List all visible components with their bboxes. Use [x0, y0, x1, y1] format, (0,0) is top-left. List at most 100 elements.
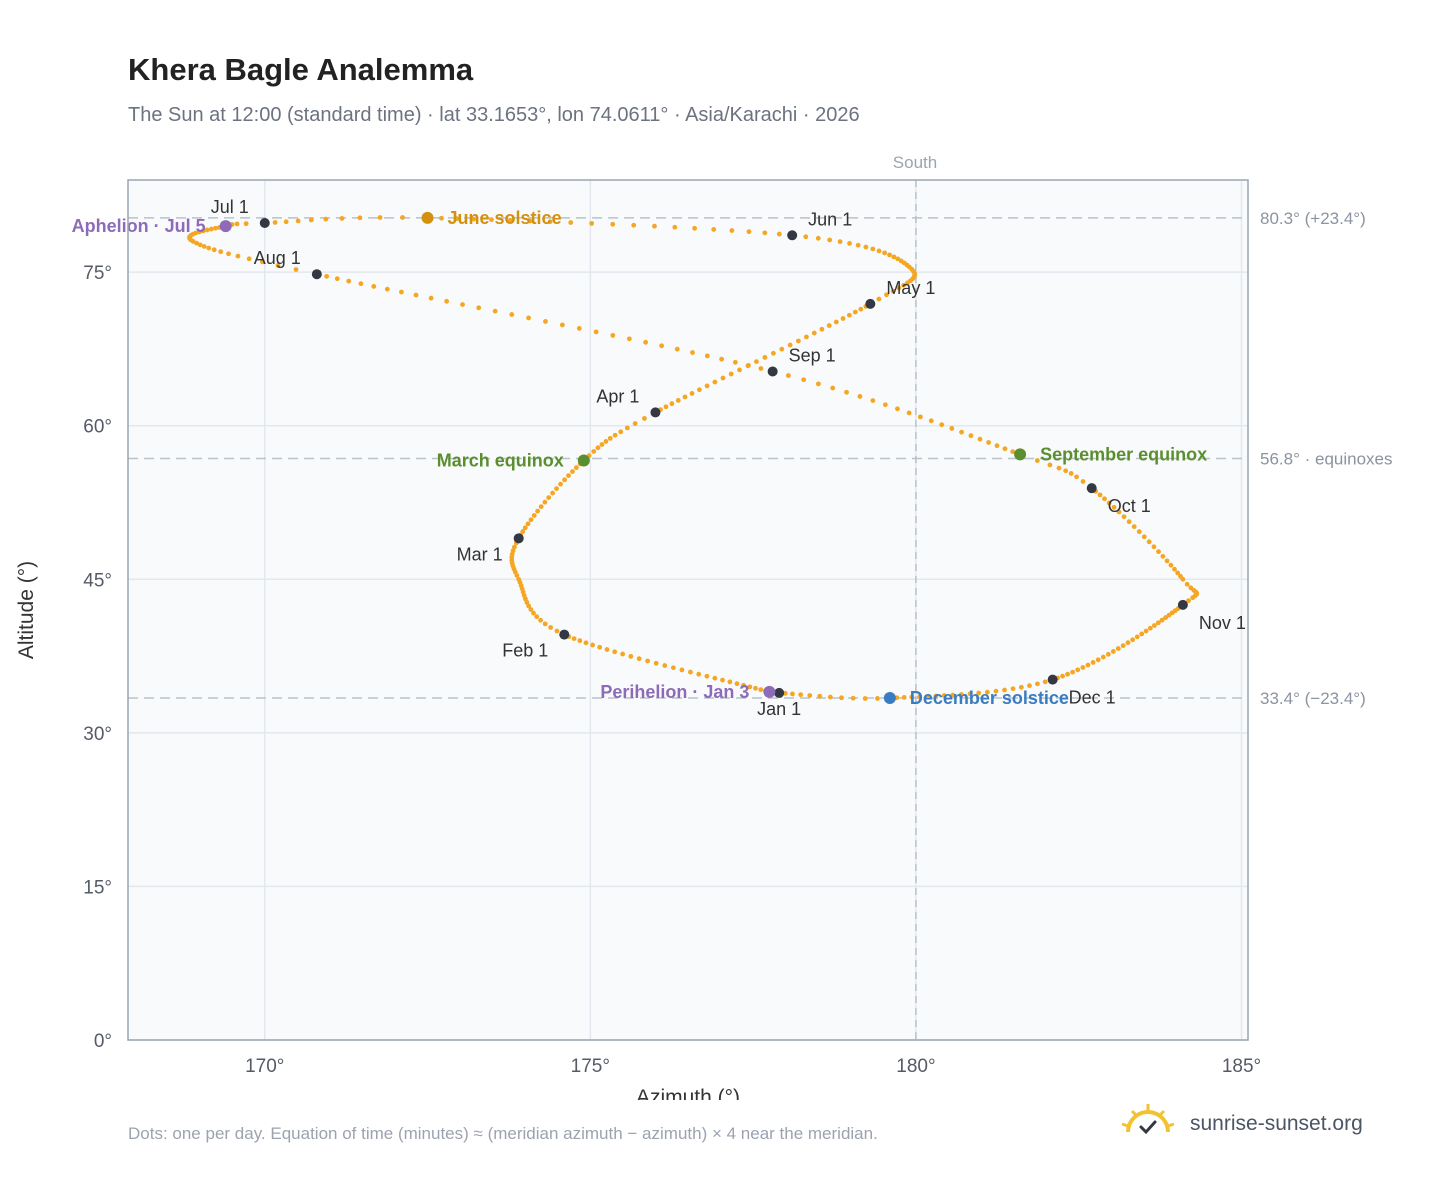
daily-dot [753, 685, 758, 691]
daily-dot [1147, 625, 1153, 631]
daily-dot [1164, 558, 1170, 564]
month-label: Nov 1 [1199, 613, 1246, 633]
daily-dot [672, 224, 678, 230]
daily-dot [882, 250, 888, 256]
daily-dot [1111, 504, 1117, 510]
daily-dot [208, 226, 214, 232]
event-marker [883, 692, 896, 705]
event-marker [421, 211, 434, 224]
daily-dot [206, 245, 212, 251]
daily-dot [689, 391, 695, 396]
daily-dot [1095, 657, 1101, 663]
daily-dot [520, 529, 526, 534]
daily-dot [194, 240, 200, 246]
daily-dot [746, 363, 751, 368]
daily-dot [636, 656, 642, 662]
month-label: Jan 1 [757, 699, 801, 719]
daily-dot [787, 342, 793, 348]
daily-dot [599, 442, 605, 447]
event-marker [219, 220, 232, 233]
daily-dot [612, 649, 618, 655]
daily-dot [384, 286, 390, 292]
daily-dot [817, 693, 823, 699]
daily-dot [610, 221, 616, 227]
daily-dot [1180, 576, 1186, 582]
daily-dot [211, 247, 217, 253]
event-marker [1014, 448, 1027, 461]
daily-dot [1105, 651, 1111, 657]
daily-dot [554, 628, 560, 634]
daily-dot [719, 356, 725, 362]
month-label: Aug 1 [254, 248, 301, 268]
daily-dot [917, 414, 923, 420]
daily-dot [1141, 534, 1147, 540]
daily-dot [1121, 514, 1127, 520]
y-tick-label: 45° [83, 570, 112, 591]
daily-dot [711, 226, 717, 232]
daily-dot [977, 436, 983, 442]
daily-dot [968, 433, 974, 439]
daily-dot [1063, 468, 1069, 474]
daily-dot [201, 244, 207, 249]
daily-dot [839, 695, 844, 701]
daily-dot [295, 218, 301, 224]
daily-dot [571, 636, 577, 641]
x-axis-label: Azimuth (°) [636, 1086, 740, 1100]
brand[interactable]: sunrise-sunset.org [1120, 1102, 1420, 1146]
daily-dot [870, 246, 876, 252]
daily-dot [850, 695, 856, 701]
daily-dot [1068, 471, 1074, 476]
event-markers: June solstice December solstice March equi… [72, 208, 1207, 708]
daily-dot [804, 334, 809, 340]
daily-dot [1115, 646, 1121, 651]
daily-dot [1186, 598, 1191, 604]
daily-dot [1027, 683, 1032, 689]
daily-dot [858, 306, 864, 312]
daily-dot [994, 443, 1000, 449]
month-label: Dec 1 [1069, 688, 1116, 708]
axis-ticks: 170° 175° 180° 185° 0° 15° 30° 45° 60° 75° [83, 263, 1261, 1077]
daily-dot [1070, 669, 1076, 675]
y-tick-label: 15° [83, 877, 112, 898]
daily-dot [670, 665, 676, 671]
daily-dot [815, 235, 821, 241]
daily-dot [727, 679, 733, 685]
daily-dot [712, 675, 718, 681]
daily-dot [1168, 562, 1174, 568]
event-label: June solstice [448, 208, 562, 228]
daily-dot [476, 305, 482, 311]
daily-dot [559, 322, 565, 328]
daily-dot [1151, 544, 1157, 550]
daily-dot [827, 694, 833, 700]
daily-dot [526, 603, 532, 609]
daily-dot [909, 694, 915, 700]
daily-dot [652, 223, 657, 229]
daily-dot [1175, 570, 1181, 576]
daily-dot [747, 684, 753, 690]
daily-dot [1120, 643, 1126, 649]
daily-dot [891, 254, 897, 260]
daily-dot [632, 421, 638, 426]
daily-dot [554, 486, 559, 491]
daily-dot [862, 696, 868, 701]
daily-dot [1163, 615, 1169, 620]
daily-dot [1125, 640, 1131, 646]
daily-dot [1047, 462, 1053, 468]
daily-dot [548, 625, 554, 630]
daily-dot [1074, 474, 1079, 480]
daily-dot [674, 346, 680, 352]
daily-dot [612, 432, 618, 438]
event-marker [763, 685, 776, 698]
daily-dot [550, 490, 555, 496]
daily-dot [547, 219, 553, 225]
month-marker [1086, 483, 1097, 494]
daily-dot [543, 319, 548, 324]
daily-dot [197, 242, 203, 248]
daily-dot [618, 429, 624, 435]
analemma-chart: 80.3° (+23.4°) 56.8° · equinoxes 33.4° (−2… [15, 153, 1393, 1100]
brand-name: sunrise-sunset.org [1190, 1112, 1363, 1135]
month-label: Jul 1 [211, 197, 249, 217]
daily-dot [906, 410, 912, 416]
daily-dot [573, 465, 579, 471]
daily-dot [204, 227, 210, 233]
